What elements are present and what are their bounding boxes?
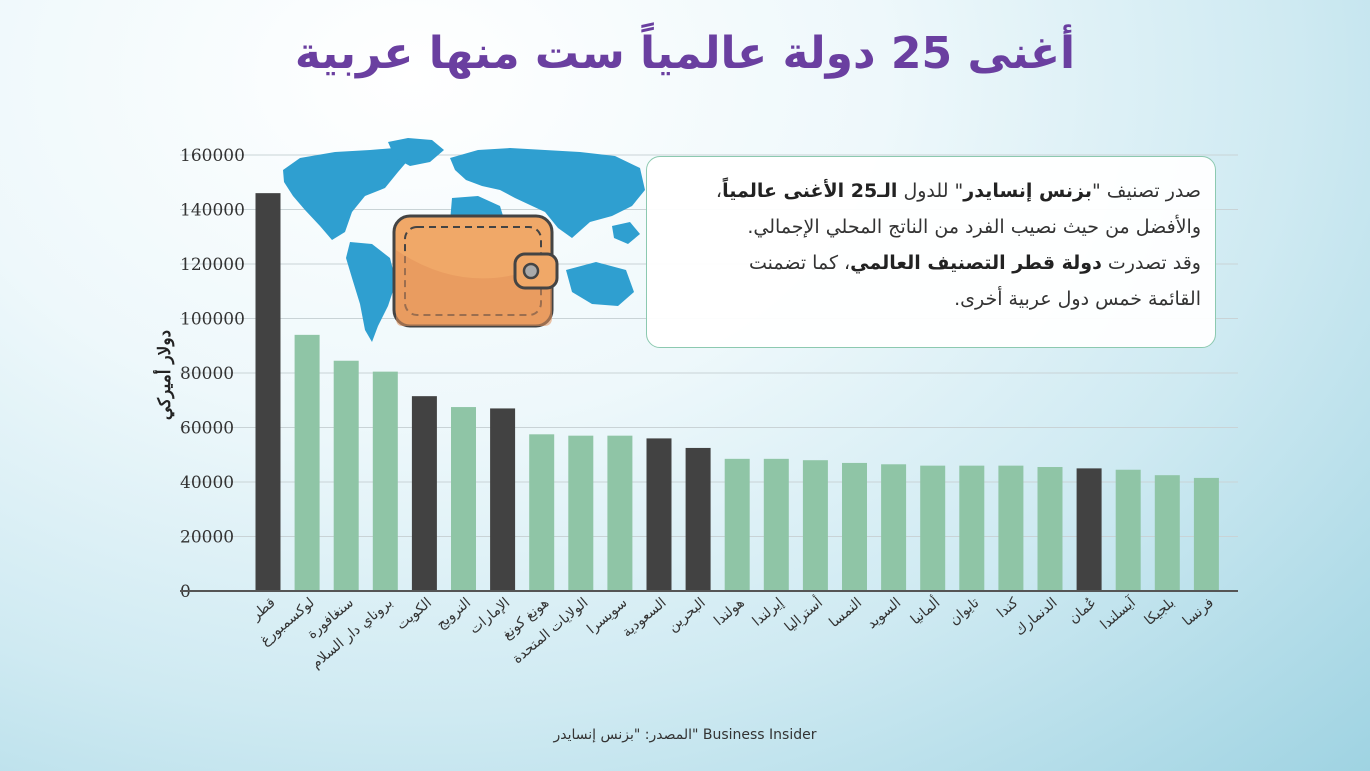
callout-line-2: والأفضل من حيث نصيب الفرد من الناتج المح… bbox=[747, 216, 1201, 238]
x-tick-label: الكويت bbox=[393, 595, 435, 633]
bar-20 bbox=[1037, 467, 1063, 591]
bar-21 bbox=[1076, 468, 1102, 591]
x-tick-label: السويد bbox=[864, 595, 904, 632]
bar-4 bbox=[411, 396, 437, 591]
x-tick-label: أستراليا bbox=[781, 593, 827, 635]
callout-line-1: صدر تصنيف "بزنس إنسايدر" للدول الـ25 الأ… bbox=[715, 180, 1201, 202]
bar-14 bbox=[802, 460, 828, 591]
x-tick-label: آيسلندا bbox=[1097, 593, 1140, 633]
bar-19 bbox=[998, 465, 1024, 591]
bar-11 bbox=[685, 447, 711, 591]
x-tick-label: بلجيكا bbox=[1142, 595, 1178, 629]
x-tick-label: عُمان bbox=[1066, 595, 1100, 627]
bar-15 bbox=[842, 462, 867, 591]
bar-10 bbox=[646, 438, 672, 591]
x-tick-label: تايوان bbox=[946, 595, 982, 629]
bar-7 bbox=[529, 434, 555, 591]
bar-17 bbox=[920, 465, 946, 591]
bar-13 bbox=[763, 458, 789, 591]
x-tick-label: البحرين bbox=[665, 595, 709, 635]
y-tick-label: 100000 bbox=[180, 310, 245, 330]
y-tick-label: 60000 bbox=[180, 419, 234, 439]
x-tick-label: السعودية bbox=[619, 595, 669, 641]
bar-1 bbox=[294, 334, 320, 591]
bar-5 bbox=[451, 407, 476, 591]
x-tick-label: هولندا bbox=[711, 595, 748, 629]
x-tick-label: إيرلندا bbox=[750, 595, 787, 630]
bars bbox=[255, 193, 1219, 591]
bar-2 bbox=[333, 360, 359, 591]
bar-22 bbox=[1115, 469, 1141, 591]
bar-24 bbox=[1193, 477, 1219, 591]
y-tick-label: 120000 bbox=[180, 255, 245, 275]
source-note: المصدر: "بزنس إنسايدر" Business Insider bbox=[553, 727, 817, 743]
callout-box: صدر تصنيف "بزنس إنسايدر" للدول الـ25 الأ… bbox=[646, 156, 1216, 348]
bar-23 bbox=[1154, 475, 1180, 591]
bar-12 bbox=[724, 458, 750, 591]
bar-16 bbox=[881, 464, 907, 591]
y-tick-labels: 0200004000060000800001000001200001400001… bbox=[180, 146, 245, 602]
callout-line-3: وقد تصدرت دولة قطر التصنيف العالمي، كما … bbox=[749, 252, 1201, 274]
callout-line-4: القائمة خمس دول عربية أخرى. bbox=[954, 288, 1201, 310]
wallet-icon bbox=[392, 214, 559, 328]
page-title: أغنى 25 دولة عالمياً ست منها عربية bbox=[294, 28, 1076, 79]
x-tick-label: كندا bbox=[994, 595, 1021, 622]
bar-6 bbox=[490, 408, 516, 591]
y-tick-label: 140000 bbox=[180, 201, 245, 221]
bar-8 bbox=[568, 435, 594, 591]
x-tick-label: ألمانيا bbox=[906, 593, 943, 628]
y-tick-label: 40000 bbox=[180, 473, 234, 493]
x-tick-label: قطر bbox=[248, 595, 279, 625]
y-axis-label: دولار أميركي bbox=[155, 329, 175, 421]
bar-9 bbox=[607, 435, 633, 591]
y-tick-label: 80000 bbox=[180, 364, 234, 384]
y-tick-label: 160000 bbox=[180, 146, 245, 166]
x-tick-label: فرنسا bbox=[1180, 595, 1217, 630]
x-tick-label: الدنمارك bbox=[1012, 595, 1061, 639]
x-tick-label: النمسا bbox=[826, 595, 865, 631]
y-tick-label: 20000 bbox=[180, 528, 234, 548]
bar-0 bbox=[255, 193, 281, 591]
bar-18 bbox=[959, 465, 985, 591]
bar-3 bbox=[372, 371, 398, 591]
